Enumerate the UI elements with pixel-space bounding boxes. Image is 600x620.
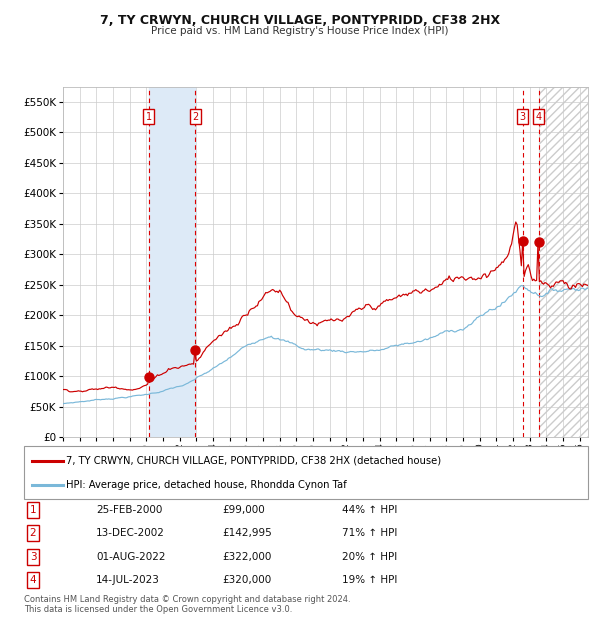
Text: Price paid vs. HM Land Registry's House Price Index (HPI): Price paid vs. HM Land Registry's House …: [151, 26, 449, 36]
Text: £142,995: £142,995: [222, 528, 272, 538]
Text: 1: 1: [29, 505, 37, 515]
Text: £322,000: £322,000: [222, 552, 271, 562]
Bar: [149, 87, 196, 437]
Text: 1: 1: [146, 112, 152, 122]
Text: 4: 4: [536, 112, 542, 122]
Text: 20% ↑ HPI: 20% ↑ HPI: [342, 552, 397, 562]
Text: 13-DEC-2002: 13-DEC-2002: [96, 528, 165, 538]
Text: 19% ↑ HPI: 19% ↑ HPI: [342, 575, 397, 585]
Text: This data is licensed under the Open Government Licence v3.0.: This data is licensed under the Open Gov…: [24, 604, 292, 614]
Text: 2: 2: [29, 528, 37, 538]
FancyBboxPatch shape: [24, 446, 588, 499]
Text: 01-AUG-2022: 01-AUG-2022: [96, 552, 166, 562]
Text: 7, TY CRWYN, CHURCH VILLAGE, PONTYPRIDD, CF38 2HX (detached house): 7, TY CRWYN, CHURCH VILLAGE, PONTYPRIDD,…: [66, 456, 442, 466]
Text: £320,000: £320,000: [222, 575, 271, 585]
Text: 71% ↑ HPI: 71% ↑ HPI: [342, 528, 397, 538]
Text: 14-JUL-2023: 14-JUL-2023: [96, 575, 160, 585]
Text: 4: 4: [29, 575, 37, 585]
Text: £99,000: £99,000: [222, 505, 265, 515]
Text: Contains HM Land Registry data © Crown copyright and database right 2024.: Contains HM Land Registry data © Crown c…: [24, 595, 350, 604]
Text: 3: 3: [29, 552, 37, 562]
Bar: [539, 87, 588, 437]
Text: 3: 3: [520, 112, 526, 122]
Text: 7, TY CRWYN, CHURCH VILLAGE, PONTYPRIDD, CF38 2HX: 7, TY CRWYN, CHURCH VILLAGE, PONTYPRIDD,…: [100, 14, 500, 27]
Text: 25-FEB-2000: 25-FEB-2000: [96, 505, 163, 515]
Text: 2: 2: [193, 112, 199, 122]
Text: 44% ↑ HPI: 44% ↑ HPI: [342, 505, 397, 515]
Text: HPI: Average price, detached house, Rhondda Cynon Taf: HPI: Average price, detached house, Rhon…: [66, 480, 347, 490]
